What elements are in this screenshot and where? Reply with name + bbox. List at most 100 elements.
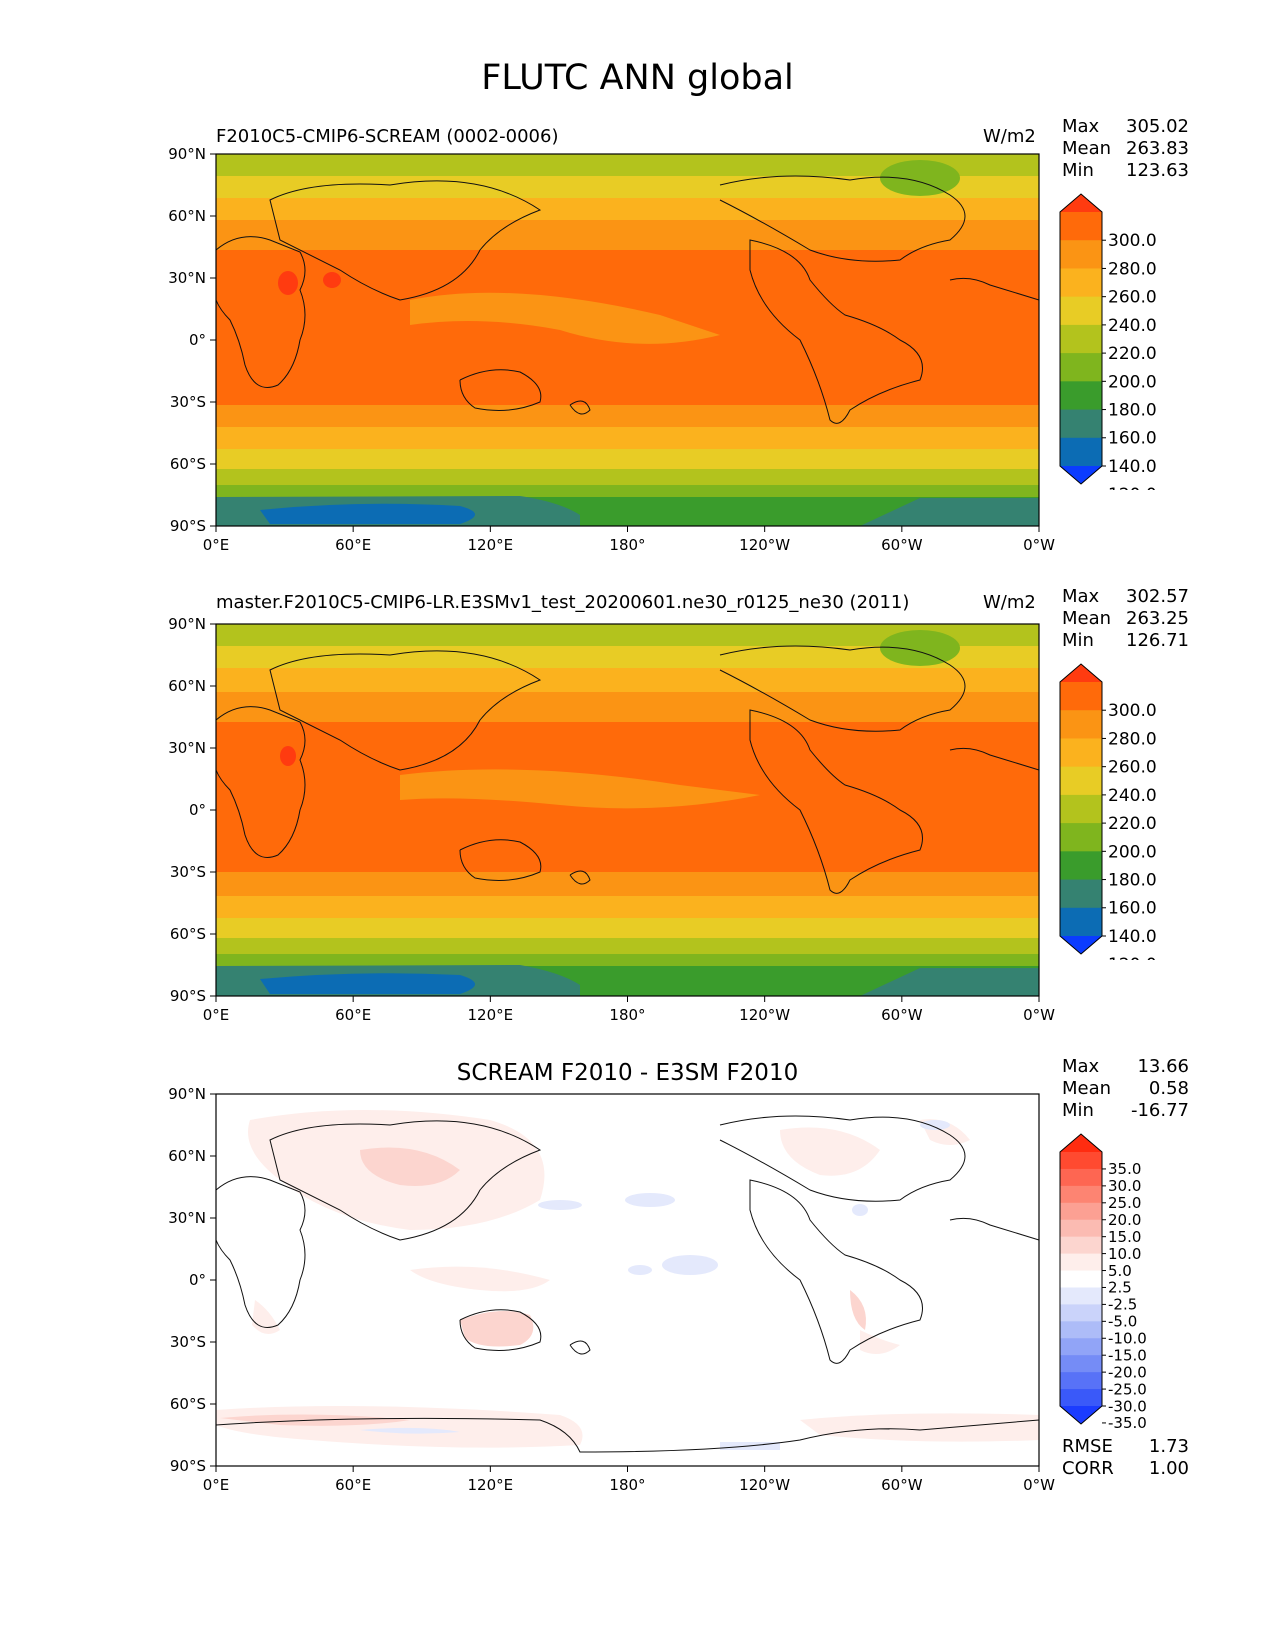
colorbar-swatch <box>1060 1270 1102 1288</box>
panel-1-mean-value: 263.83 <box>1126 138 1189 159</box>
panel-2-mean-value: 263.25 <box>1126 608 1189 629</box>
colorbar-extend-min <box>1060 466 1102 484</box>
colorbar-label: 2.5 <box>1108 1279 1132 1297</box>
lat-tick-label: 90°N <box>168 145 206 163</box>
lat-tick-label: 90°S <box>170 517 206 535</box>
colorbar-label: 35.0 <box>1108 1160 1141 1178</box>
lon-tick-label: 180° <box>609 1006 645 1024</box>
colorbar-label: 5.0 <box>1108 1262 1132 1280</box>
colorbar-swatch <box>1060 1219 1102 1238</box>
colorbar-swatch <box>1060 381 1102 411</box>
lon-tick-label: 120°W <box>739 1006 790 1024</box>
colorbar-label: 25.0 <box>1108 1194 1141 1212</box>
colorbar-swatch <box>1060 1321 1102 1339</box>
colorbar-swatch <box>1060 823 1102 852</box>
panel-2-title: master.F2010C5-CMIP6-LR.E3SMv1_test_2020… <box>216 592 910 613</box>
lat-tick-label: 90°S <box>170 1457 206 1475</box>
colorbar-label: 180.0 <box>1108 401 1157 421</box>
colorbar-label: -25.0 <box>1108 1380 1147 1398</box>
lat-tick-label: 90°N <box>168 615 206 633</box>
colorbar-extend-min <box>1060 936 1102 954</box>
lon-tick-label: 0°E <box>203 1476 230 1494</box>
lat-tick-label: 30°S <box>170 393 206 411</box>
colorbar-swatch <box>1060 1152 1102 1170</box>
panel-3-corr-value: 1.00 <box>1148 1458 1189 1479</box>
panel-1-coastlines <box>215 175 1040 424</box>
lon-tick-label: 0°E <box>203 536 230 554</box>
lon-tick-label: 180° <box>609 1476 645 1494</box>
colorbar-swatch <box>1060 296 1102 326</box>
colorbar-label: 120.0 <box>1108 955 1157 960</box>
panel-1-stats: Max 305.02 Mean 263.83 Min 123.63 <box>1062 116 1189 181</box>
colorbar-label: 180.0 <box>1108 871 1157 891</box>
lon-tick-label: 120°W <box>739 1476 790 1494</box>
colorbar-swatch <box>1060 212 1102 241</box>
colorbar-swatch <box>1060 1338 1102 1356</box>
lon-tick-label: 0°W <box>1023 536 1055 554</box>
colorbar-swatch <box>1060 794 1102 824</box>
colorbar-extend-min <box>1060 1406 1102 1424</box>
colorbar-label: 300.0 <box>1108 231 1157 251</box>
lon-tick-label: 180° <box>609 536 645 554</box>
lon-tick-label: 60°W <box>881 1006 923 1024</box>
colorbar-label: 200.0 <box>1108 842 1157 862</box>
lat-tick-label: 30°N <box>168 1209 206 1227</box>
lon-tick-label: 0°W <box>1023 1006 1055 1024</box>
panel-2-units: W/m2 <box>983 592 1036 613</box>
colorbar-swatch <box>1060 268 1102 298</box>
lon-tick-label: 60°E <box>335 1476 371 1494</box>
panel-3-map: 90°N 60°N 30°N 0° 30°S 60°S 90°S 0°E 60°E 120°E 1… <box>168 1085 1055 1494</box>
colorbar-label: -35.0 <box>1108 1414 1147 1430</box>
lat-tick-label: 60°N <box>168 677 206 695</box>
colorbar-label: 260.0 <box>1108 758 1157 778</box>
panel-3-rmse-value: 1.73 <box>1148 1436 1189 1457</box>
colorbar-label: 10.0 <box>1108 1245 1141 1263</box>
colorbar-swatch <box>1060 1168 1102 1187</box>
colorbar-label: 30.0 <box>1108 1177 1141 1195</box>
lon-tick-label: 60°E <box>335 536 371 554</box>
colorbar-label: 260.0 <box>1108 288 1157 308</box>
lat-tick-label: 60°S <box>170 925 206 943</box>
colorbar-swatch <box>1060 710 1102 739</box>
lon-tick-label: 120°E <box>468 1476 514 1494</box>
lon-tick-label: 0°W <box>1023 1476 1055 1494</box>
colorbar-label: -20.0 <box>1108 1363 1147 1381</box>
colorbar-label: -15.0 <box>1108 1346 1147 1364</box>
panel-3-metrics: RMSE 1.73 CORR 1.00 <box>1062 1436 1189 1479</box>
colorbar-swatch <box>1060 353 1102 382</box>
panel-1-min-value: 123.63 <box>1126 160 1189 181</box>
lon-tick-label: 0°E <box>203 1006 230 1024</box>
colorbar-swatch <box>1060 324 1102 354</box>
panel-3-stats: Max 13.66 Mean 0.58 Min -16.77 <box>1062 1056 1189 1121</box>
colorbar-label: 200.0 <box>1108 372 1157 392</box>
panel-1-max-value: 305.02 <box>1126 116 1189 137</box>
lat-tick-label: 0° <box>189 331 206 349</box>
figure-title: FLUTC ANN global <box>481 58 794 98</box>
colorbar-label: -2.5 <box>1108 1296 1137 1314</box>
panel-2-colorbar: 300.0 280.0 260.0 240.0 220.0 200.0 180.0 160.0… <box>1059 663 1157 960</box>
colorbar-swatch <box>1060 907 1102 937</box>
panel-3-coastlines <box>215 1115 1040 1453</box>
colorbar-swatch <box>1060 1202 1102 1221</box>
lon-tick-label: 60°W <box>881 536 923 554</box>
lat-tick-label: 60°N <box>168 1147 206 1165</box>
colorbar-extend-max <box>1060 194 1102 212</box>
colorbar-label: 280.0 <box>1108 729 1157 749</box>
panel-3-colorbar: 35.030.025.020.015.010.05.02.5-2.5-5.0-1… <box>1059 1133 1147 1430</box>
panel-2-coastlines <box>215 645 1040 894</box>
colorbar-label: -30.0 <box>1108 1397 1147 1415</box>
colorbar-label: 15.0 <box>1108 1228 1141 1246</box>
colorbar-swatch <box>1060 1389 1102 1407</box>
panel-3-mean-value: 0.58 <box>1148 1078 1189 1099</box>
lat-tick-label: 30°S <box>170 863 206 881</box>
colorbar-swatch <box>1060 738 1102 768</box>
colorbar-label: 240.0 <box>1108 786 1157 806</box>
colorbar-label: 160.0 <box>1108 899 1157 919</box>
lat-tick-label: 0° <box>189 1271 206 1289</box>
colorbar-label: 300.0 <box>1108 701 1157 721</box>
panel-2-min-value: 126.71 <box>1126 630 1189 651</box>
colorbar-swatch <box>1060 1185 1102 1204</box>
colorbar-swatch <box>1060 1236 1102 1255</box>
colorbar-label: 20.0 <box>1108 1211 1141 1229</box>
colorbar-swatch <box>1060 1287 1102 1305</box>
